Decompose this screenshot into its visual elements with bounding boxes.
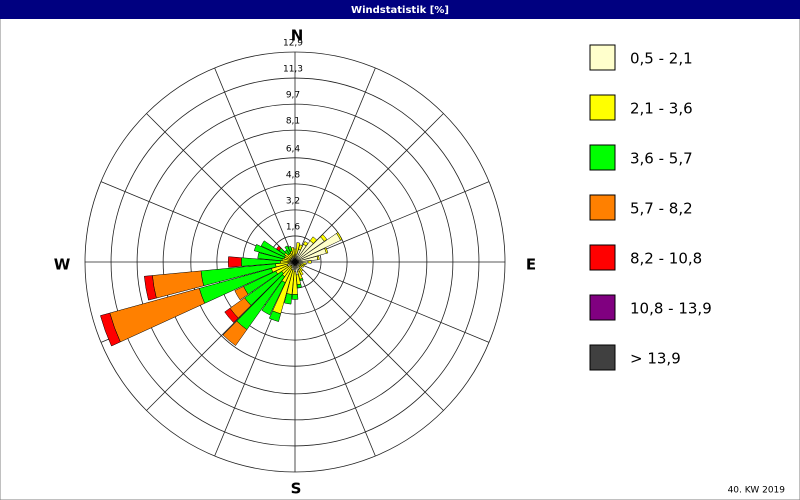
legend-label: 10,8 - 13,9 — [630, 300, 712, 318]
wind-segment — [276, 245, 282, 252]
wind-segment — [144, 275, 157, 301]
compass-label: E — [526, 256, 536, 274]
r-tick-label: 11,3 — [283, 65, 303, 75]
wind-segment — [257, 252, 283, 262]
spoke — [294, 261, 444, 411]
wind-segment — [296, 283, 302, 289]
wind-segment — [316, 255, 320, 261]
wind-segment — [299, 277, 304, 282]
wind-segment — [284, 293, 293, 305]
r-tick-label: 1,6 — [286, 222, 301, 232]
chart-title: Windstatistik [%] — [351, 5, 449, 16]
spoke — [294, 261, 376, 457]
grid-ring — [110, 77, 480, 447]
title-bar — [0, 0, 800, 19]
wind-segment — [324, 247, 329, 254]
legend-swatch — [589, 244, 616, 271]
wind-segment — [298, 244, 303, 251]
legend-label: 5,7 - 8,2 — [630, 200, 693, 218]
wind-segment — [336, 232, 343, 241]
legend-swatch — [589, 194, 616, 221]
legend-label: 8,2 - 10,8 — [630, 250, 702, 268]
legend-swatch — [589, 344, 616, 371]
legend-label: 0,5 - 2,1 — [630, 50, 693, 68]
spoke — [214, 67, 296, 263]
wind-segment — [291, 294, 299, 300]
compass-label: S — [291, 480, 302, 498]
footer-note: 40. KW 2019 — [728, 486, 786, 496]
grid-ring — [84, 51, 506, 473]
legend-swatch — [589, 94, 616, 121]
legend-swatch — [589, 144, 616, 171]
wind-segment — [234, 286, 249, 301]
wind-segment — [291, 247, 295, 258]
wind-segment — [222, 320, 248, 346]
wind-segment — [260, 240, 286, 258]
r-tick-label: 4,8 — [286, 170, 301, 180]
grid-ring — [216, 183, 374, 341]
r-tick-label: 3,2 — [286, 196, 300, 206]
wind-segment — [284, 245, 292, 255]
legend-label: 3,6 - 5,7 — [630, 150, 693, 168]
wind-segment — [320, 234, 328, 242]
wind-segment — [228, 256, 242, 268]
compass-label: W — [54, 256, 71, 274]
wind-segment — [100, 312, 121, 347]
wind-segment — [309, 236, 318, 244]
grid-ring — [136, 103, 454, 421]
spoke — [294, 67, 376, 263]
wind-segment — [295, 242, 301, 255]
wind-segment — [224, 307, 239, 323]
wind-segment — [268, 310, 282, 322]
wind-segment — [307, 260, 312, 264]
compass-label: N — [291, 27, 304, 45]
r-tick-label: 6,4 — [286, 144, 301, 154]
wind-segment — [303, 241, 309, 247]
r-tick-label: 9,7 — [286, 91, 300, 101]
grid-ring — [190, 157, 400, 367]
legend-swatch — [589, 44, 616, 71]
r-tick-label: 12,9 — [283, 39, 303, 49]
legend-swatch — [589, 294, 616, 321]
spoke — [294, 261, 490, 343]
legend-label: 2,1 - 3,6 — [630, 100, 693, 118]
spoke — [294, 181, 490, 263]
wind-segment — [300, 264, 305, 268]
spoke — [146, 113, 296, 263]
wind-segment — [253, 244, 285, 260]
wind-segment — [261, 280, 286, 316]
r-tick-label: 8,1 — [286, 117, 300, 127]
legend-label: > 13,9 — [630, 350, 681, 368]
wind-segment — [302, 262, 307, 266]
grid-ring — [162, 129, 428, 395]
